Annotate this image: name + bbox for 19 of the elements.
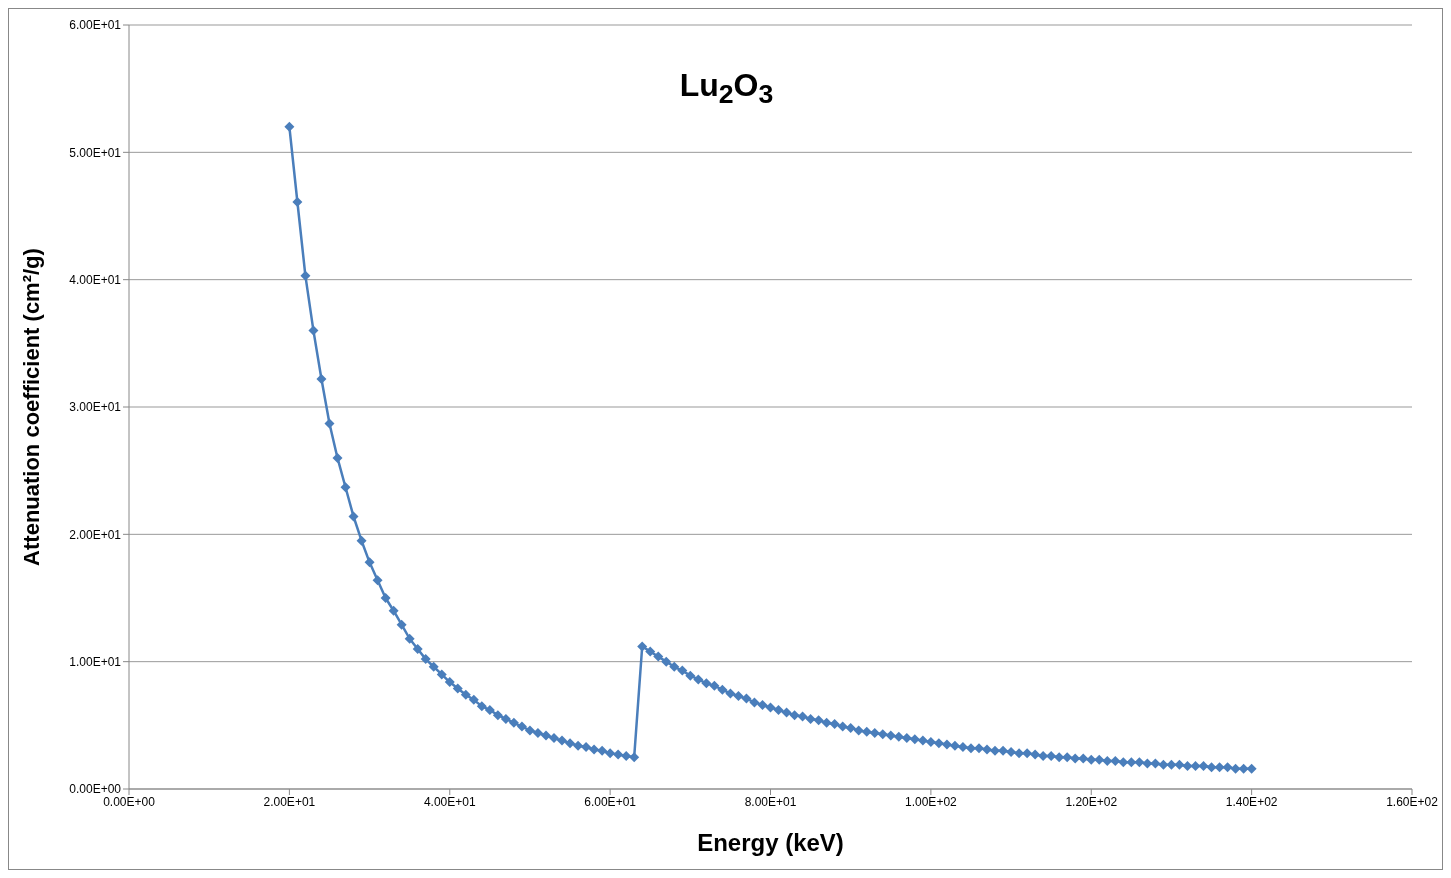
y-tick-label: 0.00E+00	[69, 782, 122, 797]
y-tick-label: 4.00E+01	[69, 272, 122, 287]
x-tick-label: 4.00E+01	[423, 794, 476, 809]
y-tick-label: 1.00E+01	[69, 654, 122, 669]
x-tick-label: 1.60E+02	[1386, 794, 1439, 809]
y-tick-label: 2.00E+01	[69, 527, 122, 542]
x-tick-label: 1.40E+02	[1225, 794, 1278, 809]
y-axis-title: Attenuation coefficient (cm²/g)	[18, 248, 44, 566]
x-tick-label: 0.00E+00	[103, 794, 156, 809]
text: Lu$_{2}$O$_{3}$	[678, 67, 775, 111]
y-tick-label: 6.00E+01	[69, 18, 122, 33]
x-tick-label: 1.00E+02	[905, 794, 958, 809]
y-tick-label: 5.00E+01	[69, 145, 122, 160]
x-tick-label: 1.20E+02	[1065, 794, 1118, 809]
x-tick-label: 8.00E+01	[744, 794, 797, 809]
y-tick-label: 3.00E+01	[69, 400, 122, 415]
x-axis-title: Energy (keV)	[697, 829, 844, 856]
x-tick-label: 2.00E+01	[263, 794, 316, 809]
x-tick-label: 6.00E+01	[584, 794, 637, 809]
